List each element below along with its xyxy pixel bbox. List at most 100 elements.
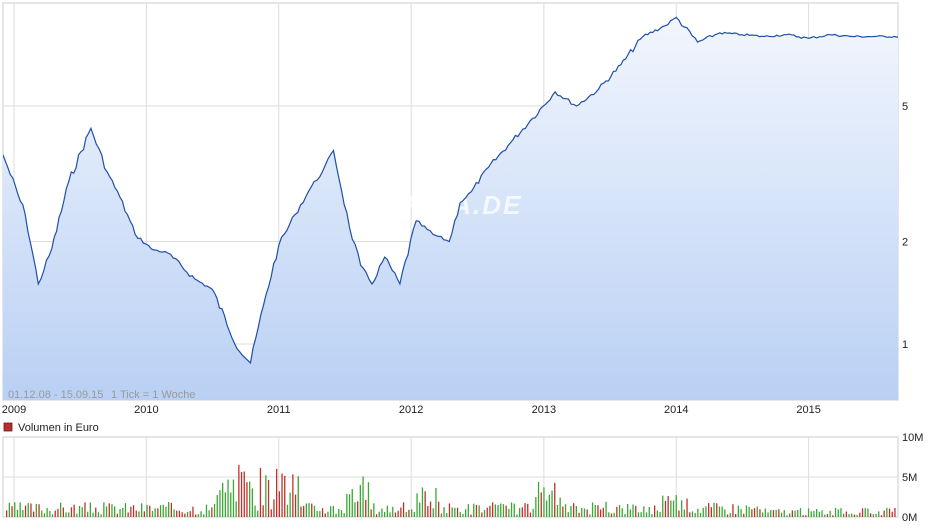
volume-bar (645, 512, 648, 517)
volume-bar (200, 511, 202, 517)
volume-bar (775, 509, 777, 517)
volume-bar (405, 512, 407, 517)
volume-bar (465, 509, 467, 517)
volume-bar (168, 502, 170, 517)
volume-bar (340, 510, 343, 517)
volume-bar (737, 505, 739, 517)
volume-bar (38, 504, 40, 517)
volume-bar (132, 505, 135, 517)
volume-bar (16, 509, 19, 517)
volume-bar (76, 513, 78, 517)
volume-bar (146, 504, 148, 517)
volume-bar (413, 512, 415, 517)
volume-bar (397, 510, 399, 517)
volume-bar (483, 510, 486, 517)
volume-bar (284, 475, 286, 517)
volume-bar (759, 509, 761, 517)
volume-bar (411, 509, 413, 517)
volume-bar (516, 514, 518, 517)
volume-bar (35, 503, 37, 517)
x-tick-label: 2013 (532, 404, 556, 416)
volume-bar (735, 514, 737, 517)
volume-bar (432, 508, 434, 517)
volume-bar (883, 510, 885, 517)
volume-bar (362, 476, 364, 517)
volume-bar (578, 512, 580, 517)
volume-bar (114, 506, 116, 517)
price-y-tick-label: 2 (902, 236, 908, 248)
volume-bar (197, 514, 199, 517)
volume-bar (629, 509, 631, 517)
volume-bar (130, 506, 132, 517)
volume-bar (203, 514, 205, 517)
volume-bar (632, 504, 634, 517)
volume-bar (100, 514, 102, 517)
price-area (3, 17, 898, 400)
volume-bar (46, 508, 48, 517)
period-label: 01.12.08 - 15.09.15 (8, 389, 103, 401)
volume-bar (678, 510, 680, 517)
volume-bar (346, 493, 348, 517)
volume-bar (708, 503, 710, 517)
volume-bar (222, 482, 224, 517)
volume-bar (95, 507, 97, 517)
volume-bar (446, 513, 448, 517)
volume-bar (494, 504, 496, 517)
volume-bar (802, 515, 804, 517)
volume-bar (845, 511, 847, 517)
volume-bar (621, 508, 623, 517)
volume-bar (489, 505, 491, 517)
volume-bar (521, 507, 523, 517)
volume-bar (451, 507, 453, 517)
volume-bar (513, 503, 515, 517)
volume-bar (627, 504, 629, 517)
volume-bar (92, 512, 94, 517)
volume-bar (370, 509, 372, 517)
volume-bar (821, 510, 823, 517)
volume-bar (756, 506, 758, 517)
volume-bar (600, 509, 602, 517)
price-y-axis: 1 2 5 (902, 101, 908, 351)
volume-bar (481, 512, 483, 517)
volume-bar (753, 508, 756, 517)
volume-bar (829, 510, 831, 517)
volume-bar (713, 502, 715, 517)
volume-bar (286, 504, 289, 517)
volume-bar (656, 510, 658, 517)
volume-bar (421, 487, 424, 517)
volume-bar (856, 514, 858, 517)
volume-bar (249, 481, 251, 517)
volume-bar (853, 514, 856, 517)
volume-bar (151, 511, 154, 517)
volume-bar (105, 506, 108, 517)
volume-bar (564, 504, 567, 517)
volume-bar (68, 512, 70, 517)
volume-bar (870, 513, 872, 517)
volume-bars (6, 464, 896, 517)
volume-bar (799, 508, 802, 517)
volume-bar (497, 505, 499, 517)
volume-bar (867, 508, 869, 517)
volume-bar (848, 514, 850, 517)
volume-bar (33, 511, 35, 517)
volume-bar (567, 512, 569, 517)
volume-y-axis: 0M 5M 10M (902, 432, 923, 524)
volume-bar (729, 513, 731, 517)
x-tick-label: 2009 (2, 404, 26, 416)
volume-bar (546, 500, 548, 517)
volume-bar (24, 505, 27, 517)
volume-bar (311, 503, 313, 517)
volume-bar (570, 506, 572, 517)
volume-bar (300, 506, 302, 517)
volume-bar (211, 507, 213, 517)
volume-bar (786, 515, 788, 517)
volume-bar (135, 510, 137, 517)
volume-bar (718, 506, 721, 517)
volume-bar (454, 507, 456, 517)
volume-bar (111, 504, 113, 517)
volume-bar (332, 506, 334, 517)
volume-bar (732, 504, 734, 517)
volume-bar (189, 511, 191, 517)
volume-bar (219, 490, 221, 517)
volume-bar (273, 499, 275, 517)
